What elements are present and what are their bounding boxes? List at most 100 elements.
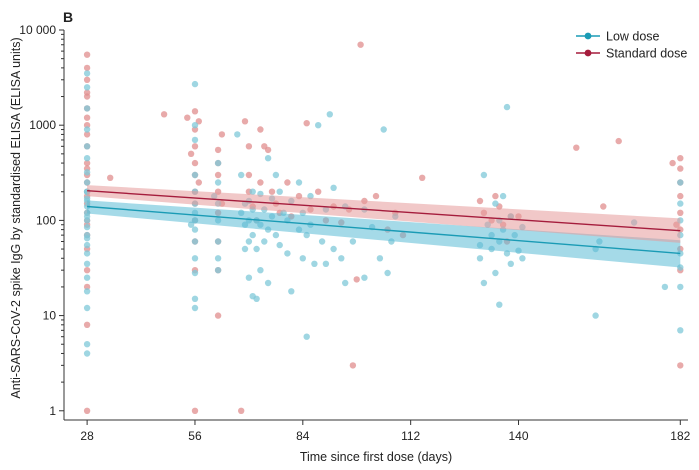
data-point (214, 312, 222, 319)
data-point (83, 274, 91, 281)
confidence-band (87, 185, 681, 243)
y-tick-label: 1000 (29, 118, 56, 132)
data-point (257, 179, 264, 186)
y-tick-label: 10 000 (19, 23, 56, 37)
data-point (191, 269, 199, 277)
data-point (83, 76, 91, 84)
data-point (661, 283, 669, 291)
fit-line (87, 205, 681, 255)
data-point (253, 295, 260, 302)
data-point (191, 304, 199, 312)
data-point (276, 188, 283, 195)
data-point (238, 407, 245, 414)
data-point (83, 235, 91, 242)
data-point (311, 260, 318, 267)
x-tick-label: 112 (401, 429, 420, 443)
x-tick-label: 140 (509, 429, 529, 443)
data-point (191, 238, 199, 245)
y-tick-label: 10 (43, 309, 57, 323)
data-point (249, 188, 256, 195)
data-point (677, 362, 684, 369)
data-point (83, 267, 91, 274)
data-point (268, 188, 276, 195)
data-point (83, 126, 91, 133)
data-point (241, 245, 249, 253)
data-point (83, 223, 91, 231)
data-point (272, 231, 280, 239)
data-point (330, 245, 337, 253)
data-point (349, 362, 357, 369)
legend-label: Low dose (606, 30, 660, 44)
data-point (677, 209, 684, 216)
data-point (83, 304, 91, 312)
data-point (191, 171, 199, 179)
data-point (83, 70, 91, 77)
data-point (492, 192, 499, 200)
data-point (357, 41, 364, 48)
data-point (503, 103, 511, 111)
data-point (191, 80, 199, 88)
data-point (303, 333, 310, 340)
x-tick-label: 182 (670, 429, 690, 443)
data-point (214, 146, 222, 154)
data-point (338, 255, 345, 262)
data-point (191, 108, 199, 115)
data-point (83, 341, 91, 348)
data-point (476, 197, 484, 205)
data-point (669, 159, 676, 167)
data-point (253, 245, 260, 253)
data-point (107, 174, 114, 181)
data-point (264, 279, 272, 287)
data-point (326, 111, 333, 118)
data-point (191, 226, 199, 233)
data-point (349, 238, 357, 245)
data-point (677, 327, 684, 334)
data-point (195, 179, 202, 186)
data-point (677, 155, 684, 162)
data-point (264, 146, 272, 154)
data-point (257, 267, 264, 274)
data-point (191, 255, 199, 262)
data-point (83, 143, 91, 150)
y-tick-label: 1 (49, 404, 56, 418)
data-point (160, 111, 168, 118)
data-point (272, 171, 280, 179)
x-tick-label: 84 (296, 429, 310, 443)
data-point (241, 118, 249, 125)
data-point (187, 150, 195, 157)
data-point (419, 174, 426, 181)
data-point (299, 255, 306, 262)
data-point (83, 131, 91, 138)
data-point (507, 260, 514, 267)
data-point (261, 238, 268, 245)
data-point (330, 184, 337, 191)
data-point (499, 192, 507, 200)
data-point (318, 238, 326, 245)
data-point (480, 171, 488, 179)
confidence-band (87, 200, 681, 268)
y-tick-label: 100 (36, 213, 56, 227)
data-point (315, 188, 322, 195)
data-point (238, 171, 245, 179)
data-point (284, 179, 291, 186)
data-point (361, 274, 368, 281)
data-point (83, 213, 91, 220)
data-point (83, 241, 91, 249)
data-point (234, 131, 241, 138)
data-point (257, 126, 264, 133)
data-point (83, 288, 91, 295)
data-point (191, 159, 199, 167)
legend-label: Standard dose (606, 47, 687, 61)
data-point (245, 171, 253, 179)
data-point (592, 312, 599, 319)
fit-line (87, 190, 681, 232)
data-point (214, 238, 222, 245)
data-point (214, 179, 222, 186)
data-point (677, 165, 684, 172)
data-point (288, 288, 295, 295)
data-point (214, 159, 222, 167)
data-point (214, 267, 222, 274)
data-point (245, 274, 253, 281)
data-point (372, 192, 380, 200)
data-point (264, 155, 272, 162)
